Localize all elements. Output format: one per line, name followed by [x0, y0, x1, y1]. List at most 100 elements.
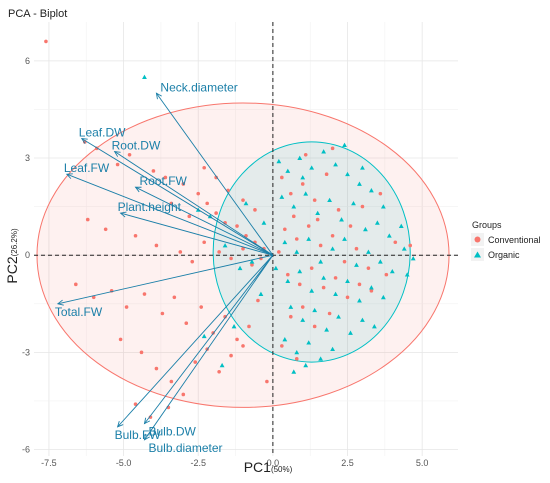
- chart-title: PCA - Biplot: [8, 8, 67, 20]
- point-conventional: [235, 337, 239, 342]
- legend-marker-organic: [474, 251, 481, 258]
- point-organic: [351, 200, 356, 206]
- point-organic: [377, 259, 383, 264]
- point-conventional: [85, 217, 90, 222]
- point-organic: [321, 275, 327, 280]
- point-organic: [342, 142, 347, 147]
- point-conventional: [103, 227, 108, 232]
- point-organic: [315, 210, 321, 216]
- point-conventional: [300, 182, 305, 186]
- arrow-total-fw: [57, 254, 273, 305]
- point-conventional: [291, 214, 296, 219]
- point-conventional: [202, 240, 206, 245]
- y-axis-label: PC2(26.2%): [4, 228, 20, 284]
- point-organic: [309, 165, 315, 170]
- point-conventional: [280, 344, 284, 348]
- point-conventional: [294, 237, 299, 241]
- point-organic: [306, 236, 312, 241]
- point-conventional: [181, 182, 186, 186]
- variable-label: Total.FW: [55, 305, 103, 319]
- point-conventional: [315, 217, 320, 222]
- point-conventional: [256, 298, 260, 303]
- point-organic: [258, 291, 264, 296]
- point-organic: [300, 317, 306, 322]
- point-conventional: [283, 227, 287, 232]
- point-conventional: [378, 191, 383, 196]
- point-conventional: [118, 337, 123, 342]
- point-organic: [336, 314, 341, 319]
- point-organic: [273, 265, 279, 271]
- point-conventional: [348, 224, 353, 228]
- point-conventional: [241, 198, 245, 202]
- point-organic: [410, 256, 416, 261]
- point-organic: [369, 285, 374, 290]
- point-organic: [291, 204, 297, 209]
- point-organic: [285, 168, 291, 173]
- point-conventional: [265, 379, 269, 384]
- point-organic: [303, 362, 309, 368]
- point-conventional: [127, 152, 132, 157]
- point-organic: [291, 369, 297, 374]
- point-organic: [318, 259, 324, 264]
- arrow-head: [143, 433, 150, 441]
- point-conventional: [312, 198, 317, 202]
- variable-label: Neck.diameter: [160, 80, 237, 94]
- point-conventional: [247, 324, 251, 329]
- point-organic: [201, 333, 207, 339]
- point-organic: [333, 162, 338, 167]
- point-conventional: [306, 224, 311, 228]
- point-organic: [303, 191, 309, 196]
- arrow-bulb-fw: [117, 254, 274, 428]
- point-conventional: [280, 175, 284, 180]
- x-tick-label: 2.5: [341, 458, 354, 468]
- point-organic: [318, 356, 324, 361]
- point-conventional: [408, 243, 413, 248]
- x-tick-label: 5.0: [416, 458, 429, 468]
- point-conventional: [190, 259, 195, 264]
- point-conventional: [205, 201, 209, 206]
- point-organic: [276, 158, 282, 164]
- point-organic: [339, 217, 344, 222]
- point-organic: [345, 278, 350, 284]
- point-conventional: [342, 259, 347, 264]
- point-conventional: [193, 360, 198, 364]
- arrow-head: [65, 173, 73, 179]
- x-tick-label: -7.5: [41, 458, 57, 468]
- arrow-root-dw: [114, 151, 274, 256]
- legend-label-organic: Organic: [488, 250, 520, 260]
- variable-label: Plant.height: [118, 200, 182, 214]
- point-organic: [327, 197, 333, 203]
- point-organic: [357, 298, 362, 303]
- arrow-head: [119, 211, 127, 218]
- point-conventional: [163, 175, 168, 180]
- point-conventional: [360, 204, 365, 209]
- point-conventional: [241, 246, 245, 251]
- point-organic: [249, 259, 255, 264]
- legend-marker-conventional: [474, 236, 481, 243]
- x-axis-variance: (50%): [271, 465, 293, 474]
- point-organic: [294, 349, 300, 355]
- legend-label-conventional: Conventional: [488, 235, 541, 245]
- x-axis-title: PC1: [244, 459, 271, 475]
- point-organic: [282, 239, 288, 245]
- point-conventional: [241, 344, 245, 348]
- point-conventional: [303, 152, 308, 157]
- point-conventional: [354, 246, 359, 251]
- point-conventional: [142, 292, 147, 296]
- point-conventional: [300, 305, 305, 309]
- point-conventional: [172, 295, 177, 300]
- point-conventional: [277, 250, 281, 254]
- point-conventional: [345, 295, 350, 300]
- point-conventional: [312, 324, 317, 329]
- x-tick-label: -5.0: [116, 458, 132, 468]
- point-organic: [404, 272, 410, 277]
- legend: Groups Conventional Organic: [471, 220, 541, 261]
- point-conventional: [336, 208, 341, 212]
- point-conventional: [217, 250, 221, 254]
- point-organic: [306, 340, 312, 345]
- point-organic: [369, 188, 374, 193]
- point-organic: [294, 249, 300, 254]
- point-conventional: [330, 146, 335, 151]
- point-organic: [380, 294, 386, 300]
